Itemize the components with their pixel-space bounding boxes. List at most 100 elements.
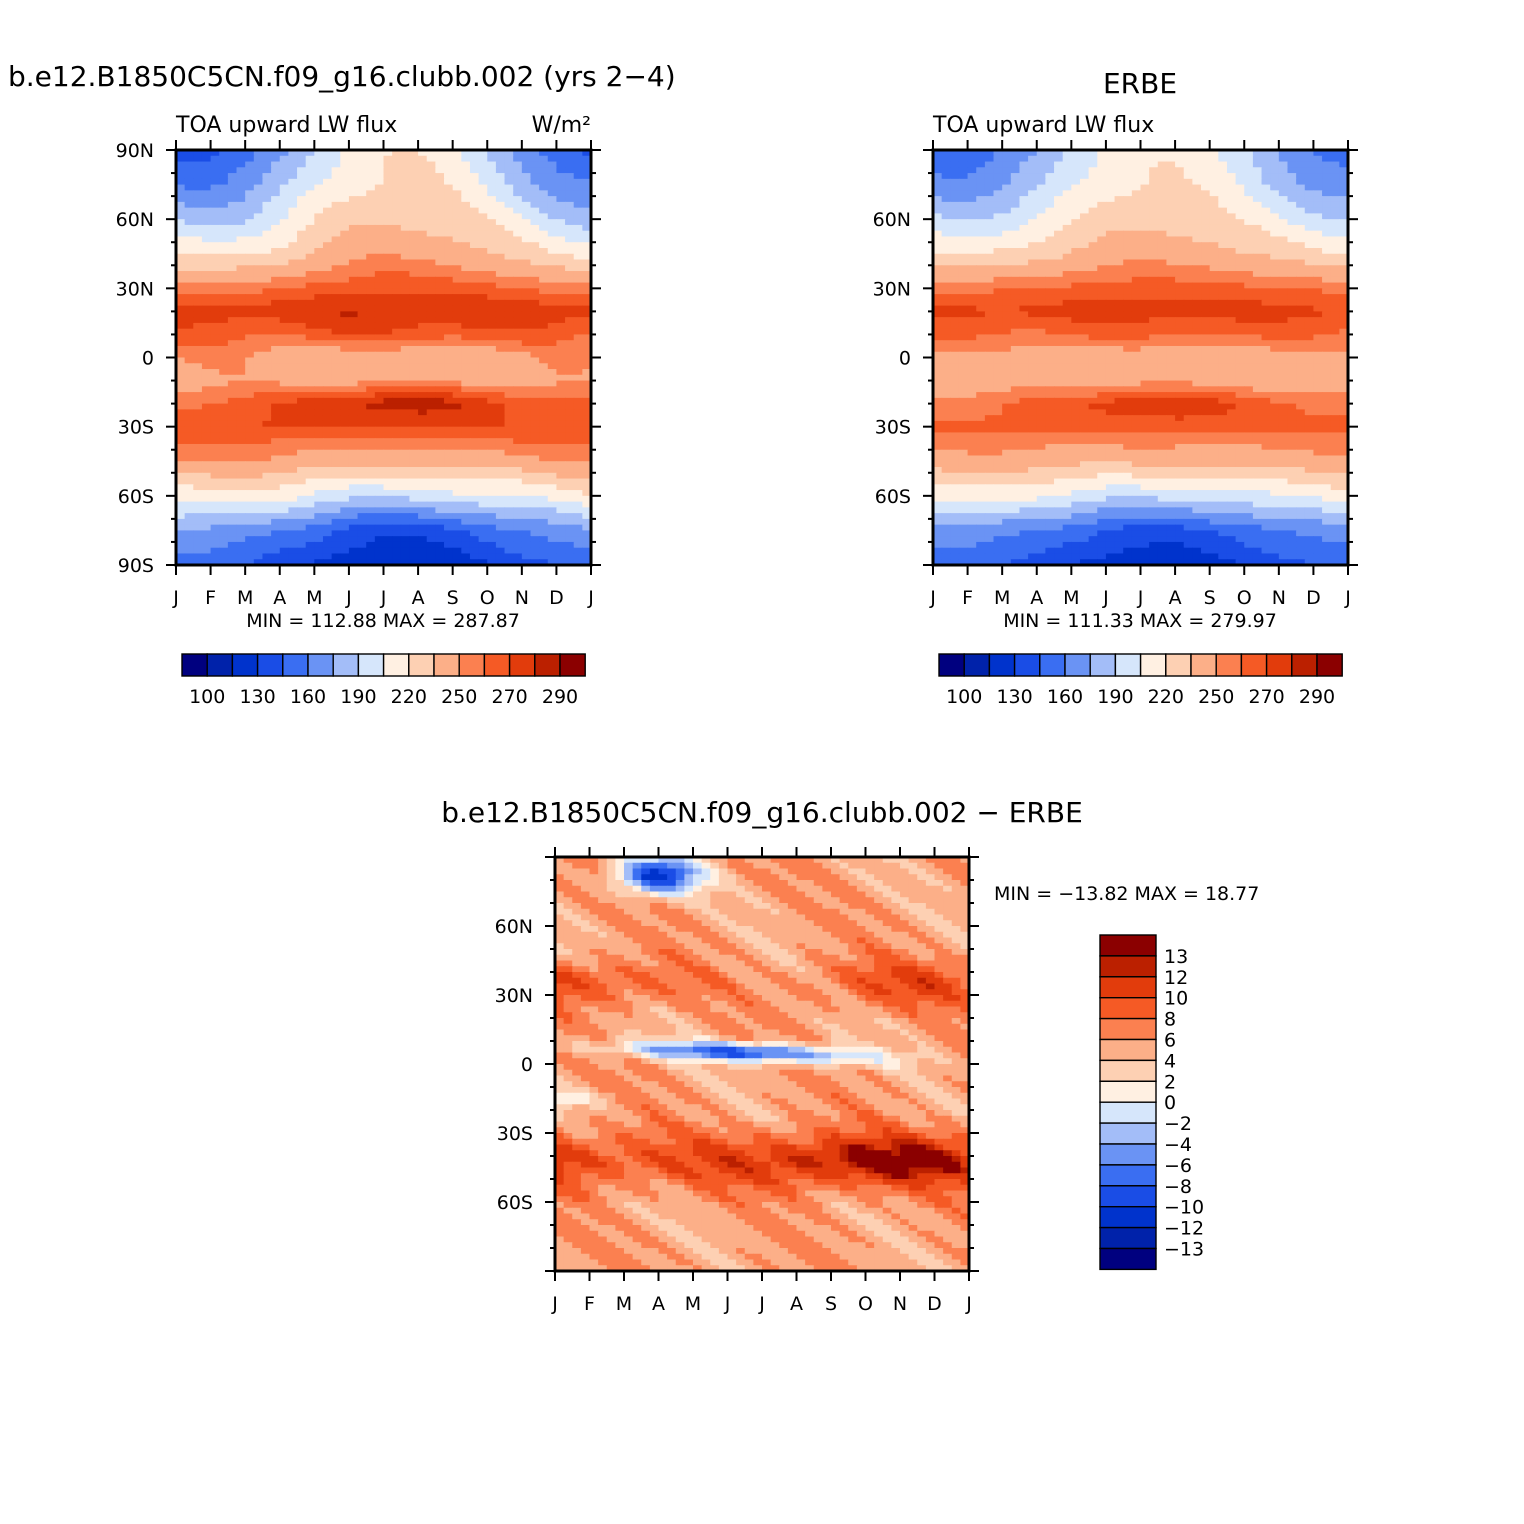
contour-cell xyxy=(1304,184,1315,191)
contour-cell xyxy=(1304,190,1315,197)
contour-cell xyxy=(993,253,1003,261)
contour-cell xyxy=(547,438,558,445)
contour-cell xyxy=(1019,317,1029,324)
contour-cell xyxy=(478,230,488,238)
contour-cell xyxy=(201,374,212,382)
contour-cell xyxy=(236,530,246,537)
contour-cell xyxy=(340,213,350,220)
contour-cell xyxy=(236,150,246,157)
contour-cell xyxy=(539,374,549,382)
contour-cell xyxy=(530,426,540,434)
contour-cell xyxy=(262,265,272,272)
contour-cell xyxy=(461,357,471,364)
contour-cell xyxy=(176,230,186,238)
contour-cell xyxy=(392,415,402,422)
contour-cell xyxy=(271,167,281,174)
contour-cell xyxy=(210,282,220,289)
contour-cell xyxy=(556,472,566,480)
contour-cell xyxy=(297,184,307,191)
contour-cell xyxy=(193,173,203,180)
contour-cell xyxy=(444,328,454,336)
contour-cell xyxy=(504,201,514,209)
contour-cell xyxy=(444,432,454,439)
contour-cell xyxy=(210,507,220,514)
contour-cell xyxy=(322,265,333,272)
contour-cell xyxy=(210,150,220,157)
colorbar-swatch xyxy=(307,653,334,677)
contour-cell xyxy=(521,236,532,243)
contour-cell xyxy=(452,259,462,266)
contour-cell xyxy=(184,357,194,364)
contour-cell xyxy=(297,495,307,503)
contour-cell xyxy=(1019,271,1029,278)
contour-cell xyxy=(184,259,194,266)
contour-cell xyxy=(1114,155,1124,163)
contour-cell xyxy=(279,363,289,370)
contour-cell xyxy=(383,467,393,474)
contour-cell xyxy=(1192,173,1202,180)
contour-cell xyxy=(539,351,549,359)
contour-cell xyxy=(1322,236,1332,243)
contour-cell xyxy=(547,340,558,347)
contour-cell xyxy=(582,403,591,410)
contour-cell xyxy=(521,518,532,526)
contour-cell xyxy=(478,392,488,399)
contour-cell xyxy=(1192,207,1202,214)
contour-cell xyxy=(340,334,350,341)
contour-cell xyxy=(513,294,523,301)
contour-cell xyxy=(469,345,480,353)
contour-cell xyxy=(1304,207,1315,214)
contour-cell xyxy=(495,345,506,353)
contour-cell xyxy=(1028,219,1038,226)
contour-cell xyxy=(556,213,566,220)
contour-cell xyxy=(521,334,532,341)
contour-cell xyxy=(1079,224,1090,232)
contour-cell xyxy=(1088,265,1098,272)
contour-cell xyxy=(297,155,307,163)
contour-cell xyxy=(504,155,514,163)
contour-cell xyxy=(1071,282,1081,289)
contour-cell xyxy=(201,282,212,289)
contour-cell xyxy=(366,426,376,434)
contour-cell xyxy=(530,547,540,555)
contour-cell xyxy=(582,196,591,203)
contour-cell xyxy=(1278,161,1289,168)
contour-cell xyxy=(400,351,411,359)
contour-cell xyxy=(400,207,411,214)
contour-cell xyxy=(1166,173,1176,180)
contour-cell xyxy=(452,155,462,163)
contour-cell xyxy=(383,184,393,191)
contour-cell xyxy=(1296,167,1306,174)
contour-cell xyxy=(452,420,462,428)
contour-cell xyxy=(383,322,393,330)
contour-cell xyxy=(530,150,540,157)
contour-cell xyxy=(374,478,385,485)
contour-cell xyxy=(322,161,333,168)
contour-cell xyxy=(530,253,540,261)
contour-cell xyxy=(469,553,480,560)
contour-cell xyxy=(1235,196,1245,203)
contour-cell xyxy=(245,374,255,382)
contour-cell xyxy=(582,294,591,301)
contour-cell xyxy=(1010,190,1021,197)
contour-cell xyxy=(314,472,324,480)
contour-cell xyxy=(176,403,186,410)
contour-cell xyxy=(1330,150,1340,157)
contour-cell xyxy=(487,455,497,462)
contour-cell xyxy=(1002,219,1012,226)
contour-cell xyxy=(383,299,393,307)
contour-cell xyxy=(1330,161,1340,168)
contour-cell xyxy=(556,495,566,503)
contour-cell xyxy=(950,317,960,324)
contour-cell xyxy=(487,409,497,416)
contour-cell xyxy=(426,495,436,503)
contour-cell xyxy=(357,490,367,497)
contour-cell xyxy=(941,311,951,318)
contour-cell xyxy=(1054,317,1064,324)
contour-cell xyxy=(547,541,558,549)
contour-cell xyxy=(245,196,255,203)
contour-cell xyxy=(426,219,436,226)
contour-cell xyxy=(1183,253,1193,261)
contour-cell xyxy=(1313,282,1323,289)
